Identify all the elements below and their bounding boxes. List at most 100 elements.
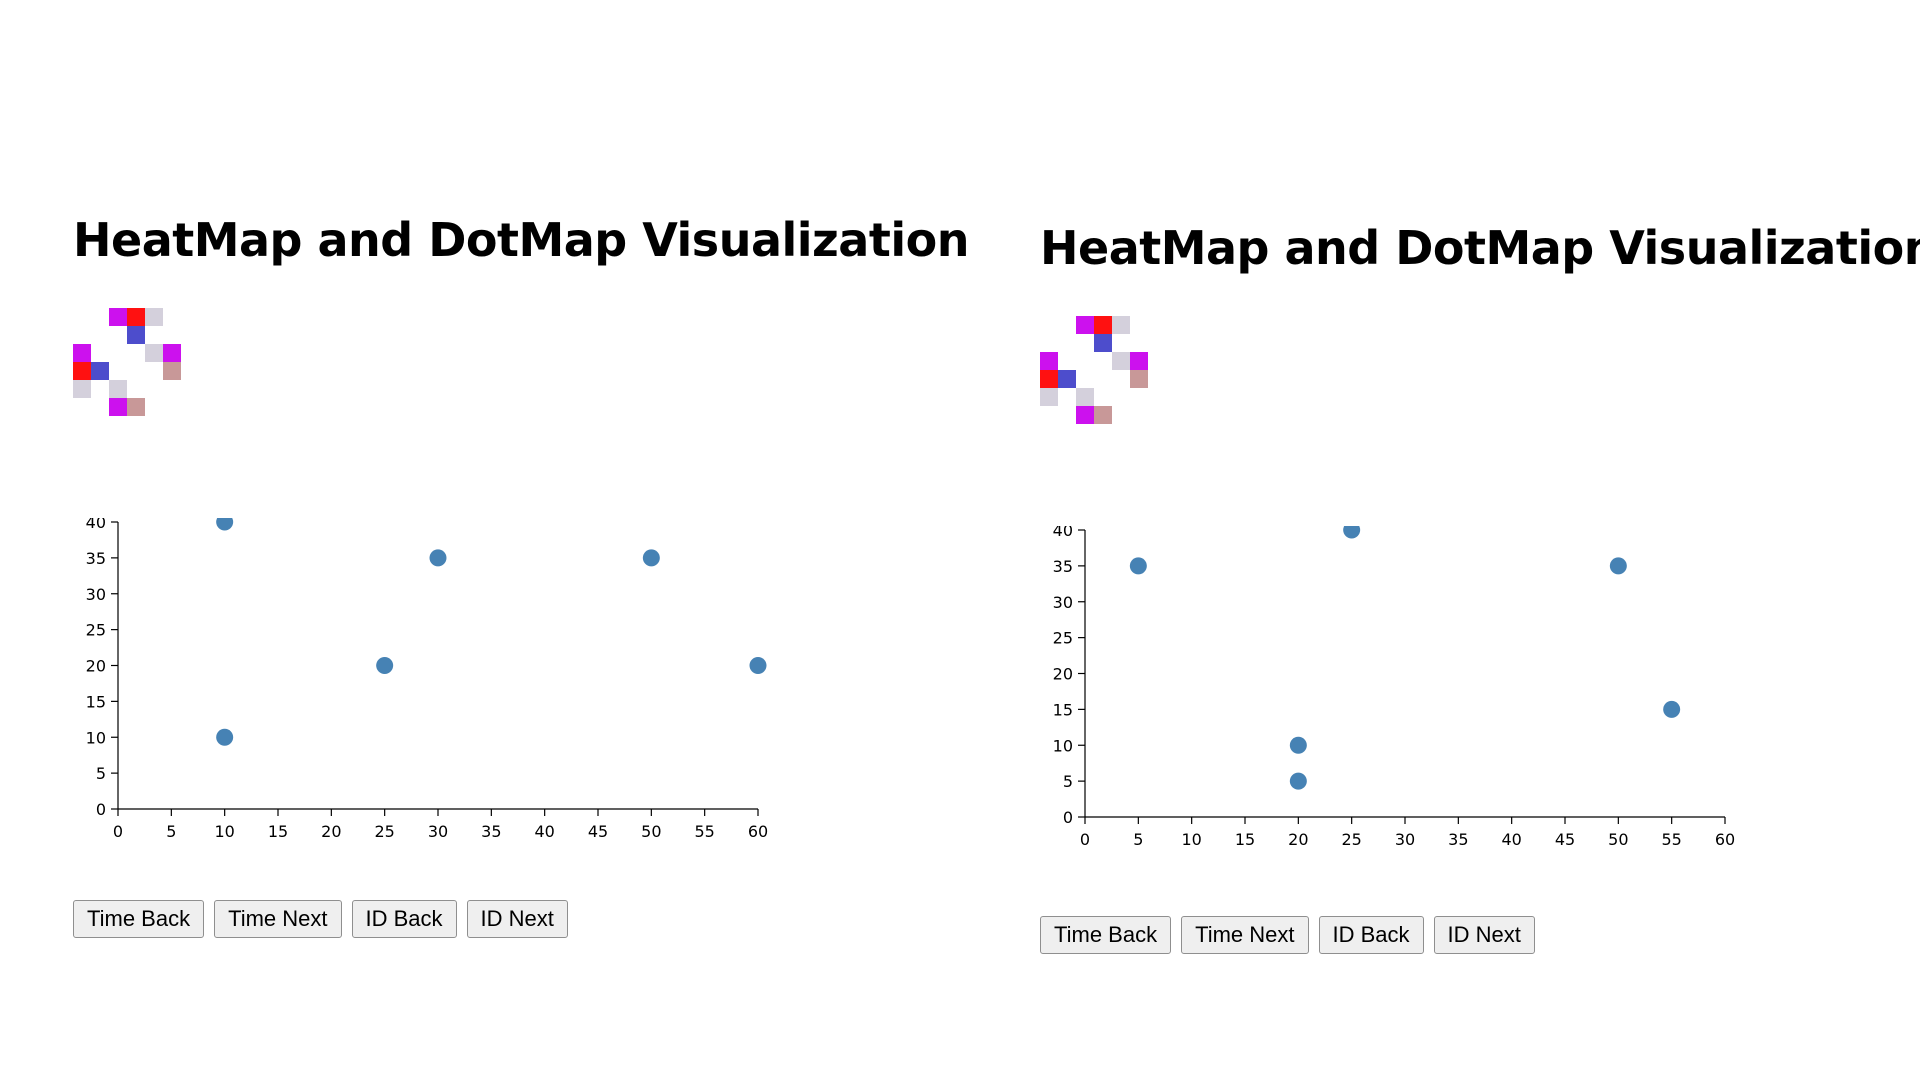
y-tick-label: 5	[1063, 772, 1073, 791]
x-tick-label: 25	[374, 822, 394, 841]
x-tick-label: 30	[1395, 830, 1415, 849]
x-tick-label: 60	[748, 822, 768, 841]
x-tick-label: 10	[1181, 830, 1201, 849]
heatmap-cell	[73, 362, 91, 380]
y-tick-label: 5	[96, 764, 106, 783]
x-tick-label: 55	[1661, 830, 1681, 849]
heatmap-cell	[73, 380, 91, 398]
navigation-buttons: Time Back Time Next ID Back ID Next	[1040, 916, 1535, 954]
x-tick-label: 20	[321, 822, 341, 841]
data-point	[1129, 557, 1147, 575]
data-point	[1343, 526, 1361, 539]
data-point	[216, 518, 234, 531]
data-point	[376, 657, 394, 674]
time-back-button[interactable]: Time Back	[73, 900, 205, 938]
x-tick-label: 0	[1080, 830, 1090, 849]
y-tick-label: 30	[86, 585, 106, 604]
heatmap-cell	[1076, 406, 1094, 424]
x-tick-label: 35	[481, 822, 501, 841]
heatmap-cell	[145, 344, 163, 362]
heatmap-cell	[1040, 352, 1058, 370]
y-tick-label: 15	[1053, 700, 1073, 719]
dotmap-chart: 0 5 10 15 20 25 30 35 40 45 50 55 60 0 5 10 15 20 25 30 35 40	[1053, 526, 1735, 849]
x-tick-label: 20	[1288, 830, 1308, 849]
heatmap-cell	[109, 398, 127, 416]
heatmap-cell	[1094, 316, 1112, 334]
visualization-panel-right: HeatMap and DotMap Visualization 0 5 10 15 2…	[1040, 220, 1920, 954]
heatmap-cell	[145, 308, 163, 326]
x-tick-label: 40	[1501, 830, 1521, 849]
id-back-button[interactable]: ID Back	[351, 900, 457, 938]
heatmap-cell	[1094, 334, 1112, 352]
id-next-button[interactable]: ID Next	[1433, 916, 1535, 954]
heatmap-cell	[127, 308, 145, 326]
page-title: HeatMap and DotMap Visualization	[73, 213, 969, 267]
dotmap-chart: 0 5 10 15 20 25 30 35 40 45 50 55 60 0 5 10 15 20 25 30 35 40	[86, 518, 768, 841]
heatmap-cell	[163, 344, 181, 362]
y-tick-label: 15	[86, 692, 106, 711]
y-tick-label: 25	[86, 621, 106, 640]
x-tick-label: 50	[1608, 830, 1628, 849]
x-tick-label: 0	[113, 822, 123, 841]
heatmap-cell	[73, 344, 91, 362]
heatmap-cell	[109, 380, 127, 398]
y-tick-label: 20	[86, 657, 106, 676]
time-next-button[interactable]: Time Next	[1181, 916, 1309, 954]
x-tick-label: 10	[214, 822, 234, 841]
data-point	[1289, 736, 1307, 754]
heatmap-cell	[1076, 388, 1094, 406]
x-tick-label: 5	[166, 822, 176, 841]
heatmap-cell	[127, 326, 145, 344]
heatmap-cell	[1076, 316, 1094, 334]
heatmap-cell	[1040, 370, 1058, 388]
data-point	[749, 657, 767, 674]
data-point	[642, 549, 660, 567]
data-point	[1289, 772, 1307, 790]
heatmap-cell	[1112, 316, 1130, 334]
x-tick-label: 35	[1448, 830, 1468, 849]
id-next-button[interactable]: ID Next	[466, 900, 568, 938]
x-tick-label: 40	[534, 822, 554, 841]
x-tick-label: 60	[1715, 830, 1735, 849]
id-back-button[interactable]: ID Back	[1318, 916, 1424, 954]
heatmap-cell	[1058, 370, 1076, 388]
heatmap-cell	[1130, 352, 1148, 370]
x-tick-label: 25	[1341, 830, 1361, 849]
page-title: HeatMap and DotMap Visualization	[1040, 221, 1920, 275]
y-tick-label: 35	[1053, 557, 1073, 576]
heatmap-cell	[1040, 388, 1058, 406]
y-tick-label: 40	[86, 518, 106, 532]
time-next-button[interactable]: Time Next	[214, 900, 342, 938]
heatmap-cell	[1094, 406, 1112, 424]
heatmap	[73, 308, 181, 416]
x-tick-label: 5	[1133, 830, 1143, 849]
heatmap-cell	[1112, 352, 1130, 370]
y-tick-label: 35	[86, 549, 106, 568]
data-point	[1609, 557, 1627, 575]
y-tick-label: 0	[1063, 808, 1073, 827]
x-tick-label: 15	[1235, 830, 1255, 849]
y-tick-label: 0	[96, 800, 106, 819]
y-tick-label: 10	[86, 728, 106, 747]
time-back-button[interactable]: Time Back	[1040, 916, 1172, 954]
heatmap	[1040, 316, 1148, 424]
data-point	[216, 728, 234, 746]
data-point	[429, 549, 447, 567]
heatmap-cell	[91, 362, 109, 380]
y-tick-label: 40	[1053, 526, 1073, 540]
heatmap-cell	[163, 362, 181, 380]
x-tick-label: 45	[1555, 830, 1575, 849]
y-tick-label: 25	[1053, 629, 1073, 648]
data-point	[1663, 700, 1681, 718]
y-tick-label: 30	[1053, 593, 1073, 612]
y-tick-label: 20	[1053, 665, 1073, 684]
heatmap-cell	[127, 398, 145, 416]
x-tick-label: 55	[694, 822, 714, 841]
visualization-panel-left: HeatMap and DotMap Visualization 0 5 10 15 2…	[73, 212, 969, 938]
x-tick-label: 30	[428, 822, 448, 841]
x-tick-label: 50	[641, 822, 661, 841]
heatmap-cell	[1130, 370, 1148, 388]
y-tick-label: 10	[1053, 736, 1073, 755]
x-tick-label: 45	[588, 822, 608, 841]
heatmap-cell	[109, 308, 127, 326]
